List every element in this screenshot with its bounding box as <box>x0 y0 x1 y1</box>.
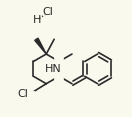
Polygon shape <box>35 38 46 54</box>
Text: HN: HN <box>45 64 62 74</box>
Text: Cl: Cl <box>43 7 54 17</box>
Text: Cl: Cl <box>18 89 28 99</box>
Text: H: H <box>33 15 41 26</box>
